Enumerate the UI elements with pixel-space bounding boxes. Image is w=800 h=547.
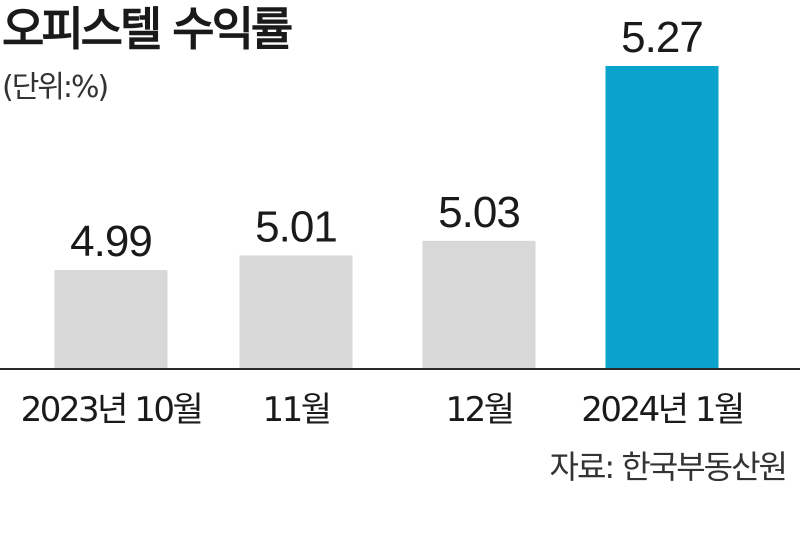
value-label-1: 4.99 [70, 217, 152, 266]
category-label-4: 2024년 1월 [581, 390, 743, 430]
value-label-2: 5.01 [255, 202, 337, 251]
value-label-4: 5.27 [621, 13, 703, 62]
source-note: 자료: 한국부동산원 [549, 448, 788, 486]
category-label-2: 11월 [262, 390, 329, 430]
category-label-1: 2023년 10월 [21, 390, 202, 430]
chart-title: 오피스텔 수익률 [2, 2, 293, 56]
value-labels-group: 4.99 5.01 5.03 5.27 [70, 13, 704, 266]
category-label-3: 12월 [445, 390, 512, 430]
unit-label: (단위:%) [2, 70, 109, 105]
bars-group [54, 66, 719, 369]
bar-2 [239, 255, 353, 369]
category-labels-group: 2023년 10월 11월 12월 2024년 1월 [21, 390, 746, 430]
bar-1 [54, 270, 168, 369]
value-label-3: 5.03 [438, 188, 520, 237]
bar-3 [422, 240, 536, 369]
bar-4 [605, 66, 719, 369]
